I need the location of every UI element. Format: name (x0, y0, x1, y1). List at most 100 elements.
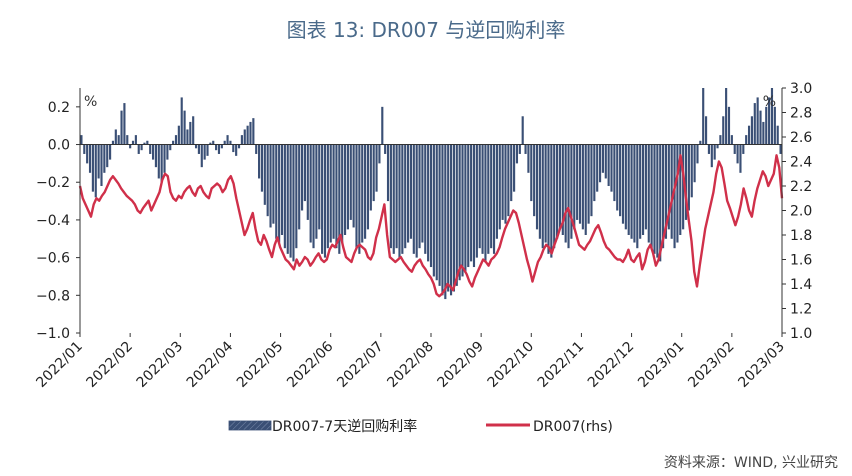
left-tick-label: −0.4 (36, 213, 70, 229)
bar (266, 144, 269, 217)
bar (452, 144, 455, 292)
bar (576, 144, 579, 220)
bar (550, 144, 553, 258)
bar (392, 144, 395, 254)
bar (180, 97, 183, 145)
bar (684, 144, 688, 220)
bar (593, 144, 596, 202)
bar (341, 144, 344, 243)
bar (323, 144, 327, 258)
x-tick-label: 2022/04 (184, 338, 237, 391)
bar (86, 144, 89, 164)
bar (131, 140, 135, 145)
bar (607, 144, 610, 186)
bar (427, 144, 430, 262)
bar (659, 144, 662, 262)
right-tick-label: 2.2 (790, 179, 812, 195)
bar (103, 144, 106, 173)
bar (278, 144, 281, 243)
right-tick-label: 2.0 (790, 204, 812, 220)
bar (140, 144, 143, 151)
bar (693, 144, 696, 183)
bar (120, 110, 123, 145)
bar (315, 144, 318, 239)
bar (272, 144, 275, 224)
bar (639, 144, 642, 239)
bar (332, 144, 335, 239)
bar (524, 144, 527, 154)
bar (745, 135, 748, 145)
bar (237, 144, 241, 149)
bar (252, 118, 255, 145)
bar (644, 144, 647, 230)
left-tick-label: −0.8 (36, 288, 70, 304)
bar (567, 144, 570, 249)
bar (679, 144, 682, 235)
bar (762, 121, 765, 145)
bar (143, 142, 146, 145)
bar (478, 144, 481, 249)
bar (129, 144, 132, 149)
bar (235, 144, 238, 156)
bar (384, 144, 387, 154)
right-tick-label: 1.6 (790, 253, 812, 269)
bar (653, 144, 656, 254)
dr007-line (78, 154, 784, 298)
bar (513, 144, 516, 192)
bar (722, 116, 725, 145)
bar (255, 144, 258, 154)
bar (725, 88, 728, 145)
legend-line-label: DR007(rhs) (533, 419, 613, 435)
bar (498, 144, 501, 230)
bar (570, 144, 573, 239)
bar (424, 144, 427, 254)
bar (192, 116, 195, 145)
bar (699, 140, 702, 145)
bar (487, 144, 490, 254)
bar (157, 144, 160, 179)
bar (226, 135, 229, 145)
bar (298, 144, 301, 230)
bar (613, 144, 616, 202)
bar (707, 144, 711, 154)
bar (404, 144, 407, 249)
bar (151, 144, 155, 160)
bar (578, 144, 582, 224)
left-tick-label: 0.2 (48, 100, 70, 116)
bar (83, 144, 86, 154)
bar (687, 144, 690, 211)
bar (455, 144, 458, 286)
bar (206, 144, 209, 156)
bar (484, 144, 487, 262)
bar (515, 144, 519, 164)
bar (352, 144, 355, 228)
bar (464, 144, 467, 273)
bar (590, 144, 593, 217)
bar (636, 144, 639, 249)
bar (163, 144, 166, 173)
bar (100, 144, 103, 186)
x-tick-label: 2022/05 (234, 339, 286, 391)
bar (246, 125, 249, 145)
bar (470, 144, 473, 262)
bar (289, 144, 292, 258)
right-tick-label: 2.8 (790, 106, 812, 122)
bar (137, 144, 140, 154)
bar (736, 144, 739, 164)
bar (174, 135, 178, 145)
bar (664, 144, 668, 239)
bar (318, 144, 321, 230)
bar (581, 144, 584, 230)
bar (381, 106, 384, 145)
bar (730, 135, 733, 145)
bar (177, 125, 180, 145)
bar (217, 144, 221, 154)
bar (232, 144, 235, 153)
bar (616, 144, 619, 211)
bar (670, 144, 673, 239)
bar (682, 144, 685, 230)
bar (432, 144, 435, 277)
bar (421, 144, 424, 243)
bar (149, 144, 152, 154)
